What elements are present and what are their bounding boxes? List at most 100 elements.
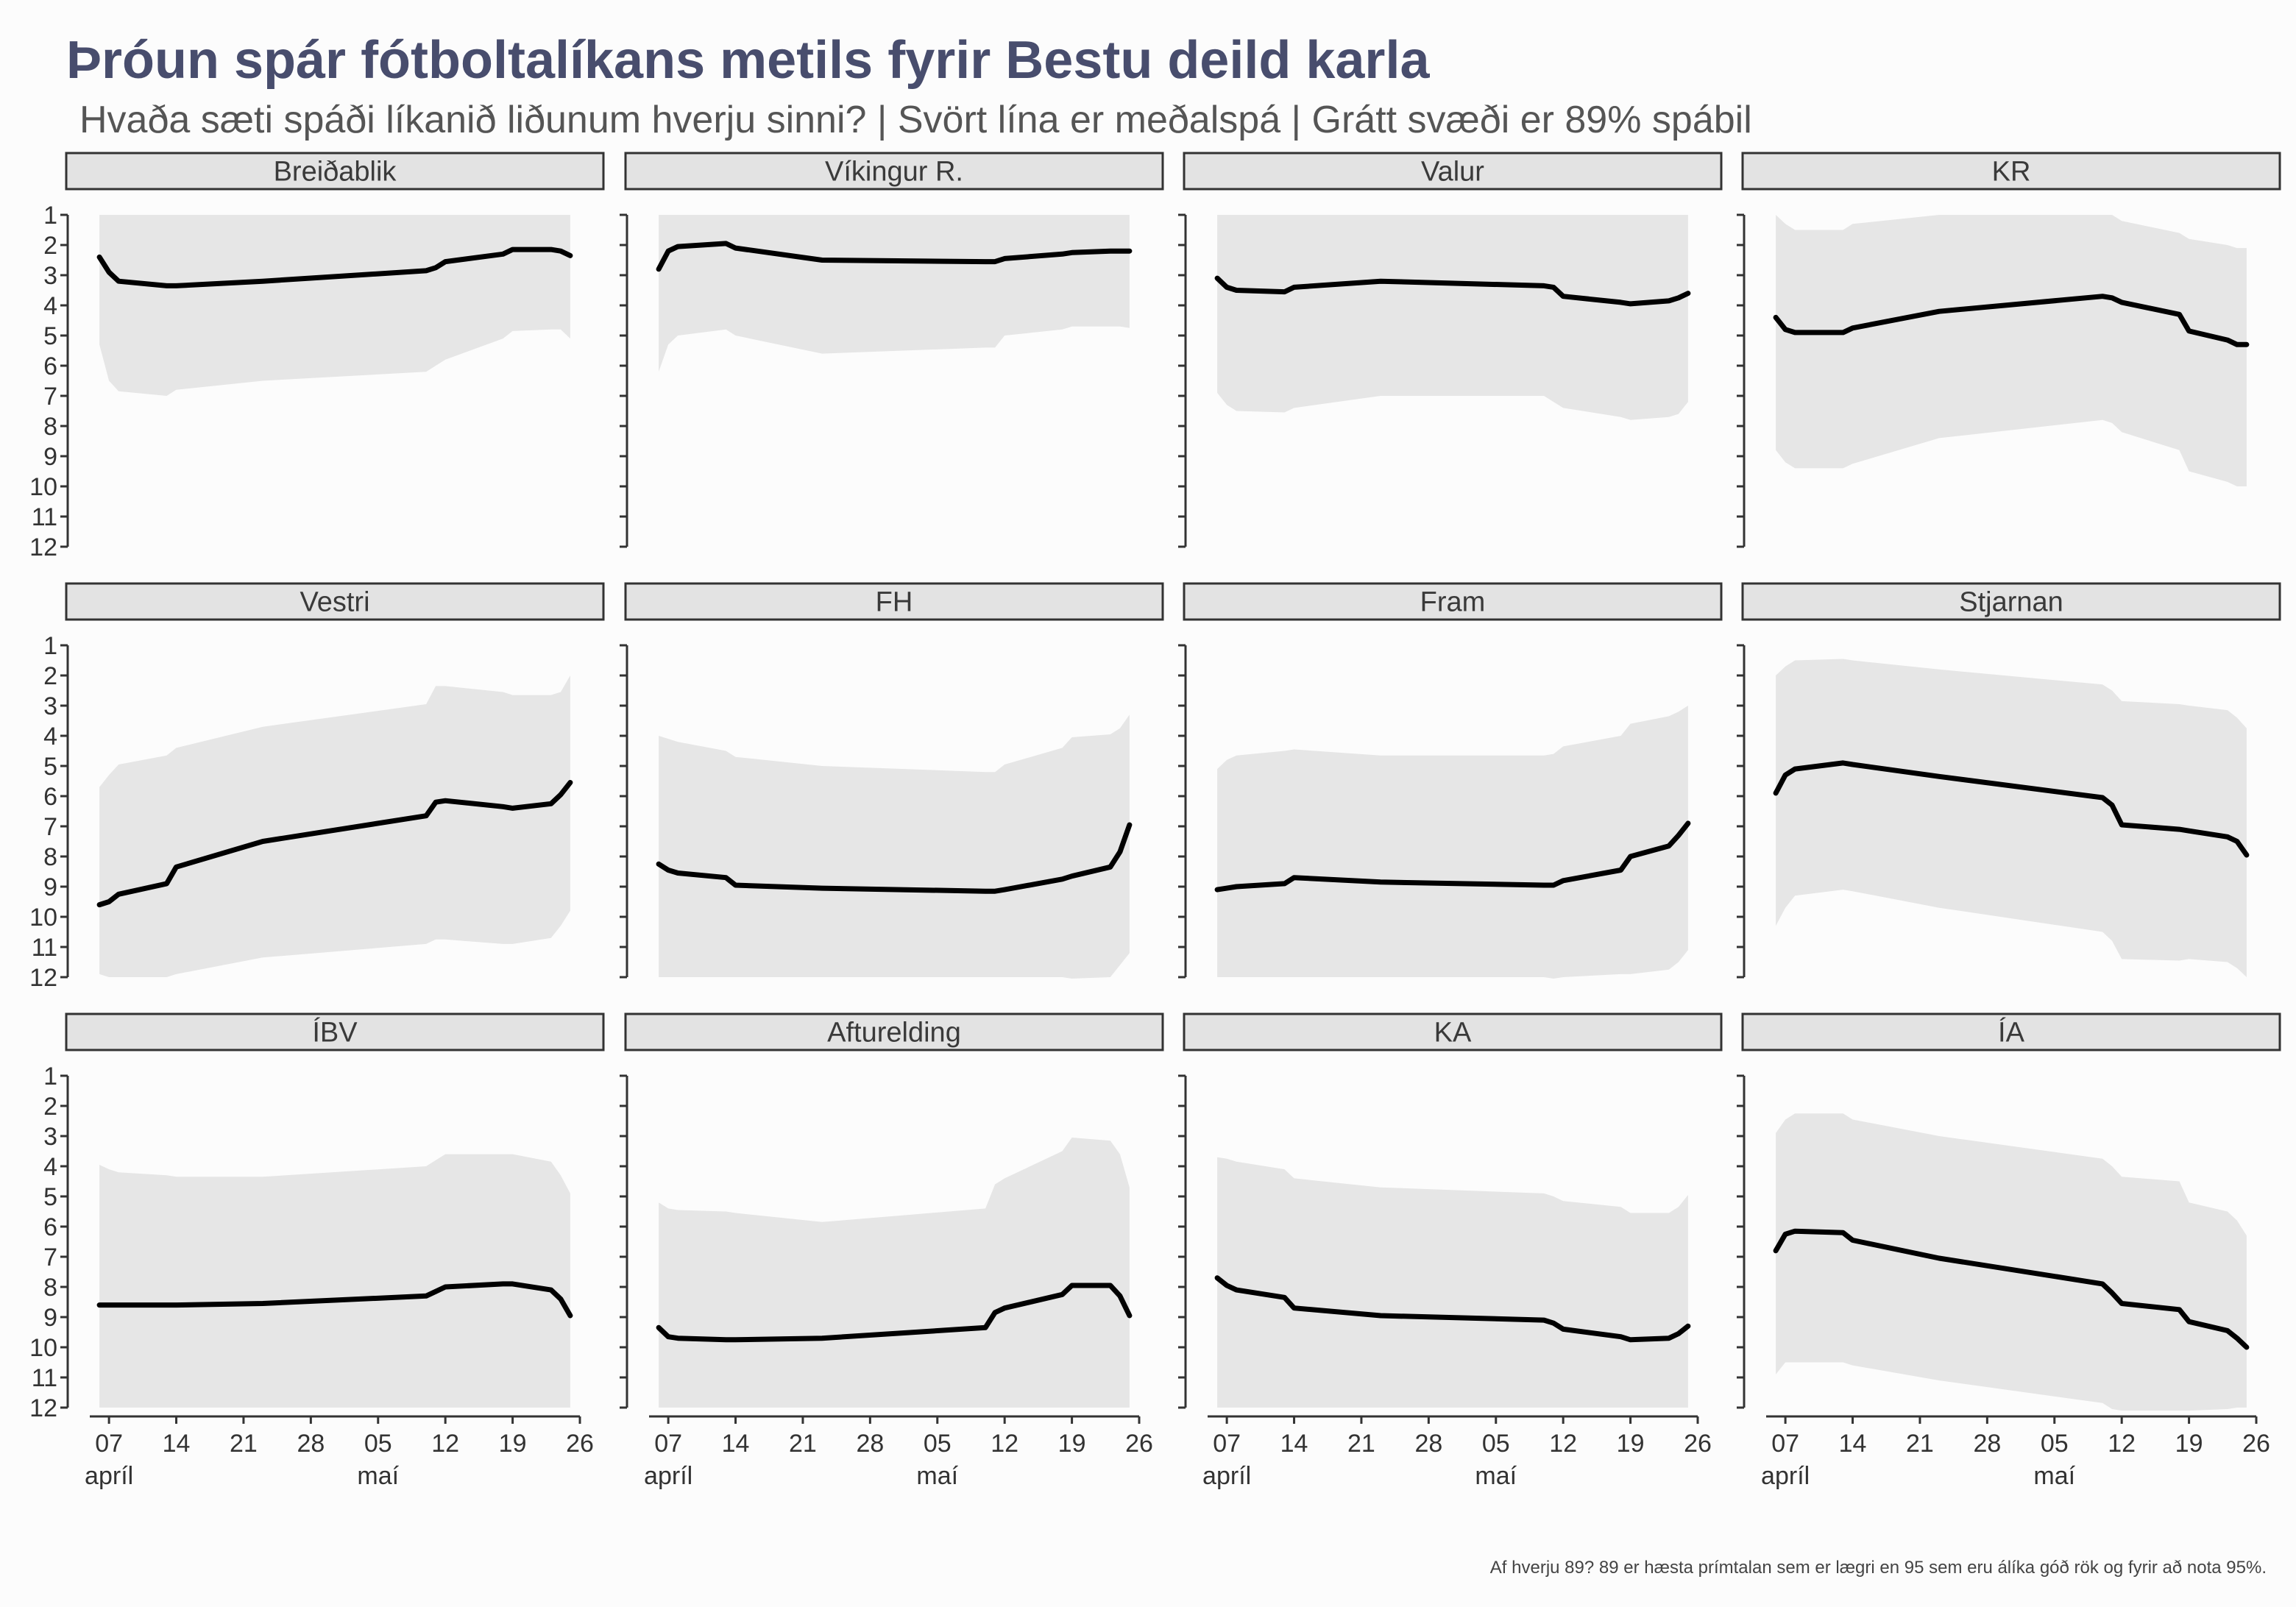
x-month-label: apríl: [1202, 1462, 1251, 1490]
x-tick-label: 14: [722, 1430, 750, 1458]
y-tick-label: 3: [43, 1123, 57, 1151]
strip-label: Breiðablik: [274, 157, 397, 188]
x-month-label: apríl: [644, 1462, 692, 1490]
x-tick-label: 26: [566, 1430, 594, 1458]
chart-caption: Af hverju 89? 89 er hæsta prímtalan sem …: [1490, 1558, 2267, 1578]
strip-background: [1183, 582, 1723, 621]
mean-prediction-line: [656, 241, 1133, 272]
x-tick-label: 12: [991, 1430, 1018, 1458]
x-tick-label: 12: [431, 1430, 459, 1458]
x-tick-label: 28: [1973, 1430, 2001, 1458]
chart-subtitle: Hvaða sæti spáði líkanið liðunum hverju …: [79, 99, 1752, 141]
x-tick-label: 14: [163, 1430, 191, 1458]
x-tick-label: 19: [499, 1430, 527, 1458]
facet-panel: KR: [1737, 152, 2281, 548]
mean-prediction-line: [96, 1281, 573, 1319]
y-tick-label: 9: [43, 1304, 57, 1332]
mean-prediction-line: [656, 1283, 1133, 1343]
facet-panel: Stjarnan: [1737, 582, 2281, 979]
x-tick-label: 05: [924, 1430, 952, 1458]
prediction-interval-band: [659, 1138, 1130, 1408]
y-tick-label: 6: [43, 1213, 57, 1241]
y-tick-label: 5: [43, 322, 57, 350]
prediction-interval-band: [1217, 215, 1688, 420]
y-tick-label: 10: [29, 904, 57, 932]
mean-prediction-line: [1773, 1228, 2250, 1350]
x-tick-label: 07: [654, 1430, 682, 1458]
prediction-interval-band: [659, 714, 1130, 979]
strip-label: KA: [1434, 1018, 1472, 1049]
y-tick-label: 1: [43, 202, 57, 230]
prediction-interval-band: [99, 675, 570, 977]
strip-background: [1741, 582, 2281, 621]
y-tick-label: 8: [43, 413, 57, 441]
y-tick-label: 11: [32, 503, 57, 531]
x-tick-label: 19: [1058, 1430, 1086, 1458]
strip-label: Vestri: [300, 587, 369, 618]
y-tick-label: 3: [43, 692, 57, 720]
strip-background: [624, 152, 1164, 191]
x-tick-label: 07: [1771, 1430, 1799, 1458]
strip-label: Afturelding: [827, 1018, 961, 1049]
chart-title: Þróun spár fótboltalíkans metils fyrir B…: [66, 31, 1430, 90]
x-tick-label: 19: [1617, 1430, 1645, 1458]
x-tick-label: 07: [95, 1430, 123, 1458]
y-tick-label: 6: [43, 783, 57, 811]
y-tick-label: 7: [43, 1244, 57, 1271]
mean-prediction-line: [96, 780, 573, 908]
strip-label: Valur: [1421, 157, 1484, 188]
facet-panel: Víkingur R.: [620, 152, 1164, 548]
facet-panel: KA 07 14 21 28 05 12 19 26 apríl maí: [1178, 1012, 1723, 1490]
facet-panel: Afturelding 07 14 21 28 05 12 19 26 apríl maí: [620, 1012, 1164, 1490]
prediction-interval-band: [1217, 706, 1688, 979]
y-tick-label: 12: [29, 964, 57, 992]
y-tick-label: 2: [43, 662, 57, 690]
x-tick-label: 21: [1906, 1430, 1934, 1458]
x-tick-label: 07: [1213, 1430, 1241, 1458]
y-tick-label: 11: [32, 934, 57, 962]
prediction-interval-band: [1776, 1113, 2247, 1411]
y-tick-label: 4: [43, 292, 57, 320]
prediction-interval-band: [659, 215, 1130, 372]
x-tick-label: 12: [2108, 1430, 2136, 1458]
prediction-interval-band: [99, 215, 570, 396]
strip-background: [1741, 1012, 2281, 1051]
y-tick-label: 4: [43, 1153, 57, 1181]
x-tick-label: 26: [1684, 1430, 1712, 1458]
y-tick-label: 9: [43, 443, 57, 471]
prediction-interval-band: [1217, 1157, 1688, 1408]
facet-panel: Fram: [1178, 582, 1723, 979]
y-tick-label: 3: [43, 262, 57, 290]
y-tick-label: 5: [43, 753, 57, 781]
x-tick-label: 05: [2041, 1430, 2069, 1458]
mean-prediction-line: [1773, 760, 2250, 858]
y-tick-label: 10: [29, 1334, 57, 1362]
strip-label: Víkingur R.: [825, 157, 963, 188]
y-tick-label: 12: [29, 1394, 57, 1422]
y-tick-label: 6: [43, 352, 57, 380]
x-tick-label: 26: [2242, 1430, 2270, 1458]
strip-background: [1183, 152, 1723, 191]
y-tick-label: 7: [43, 813, 57, 841]
strip-label: Fram: [1420, 587, 1486, 618]
x-tick-label: 19: [2175, 1430, 2203, 1458]
x-tick-label: 28: [297, 1430, 325, 1458]
x-month-label: maí: [916, 1462, 958, 1490]
strip-background: [65, 582, 605, 621]
strip-background: [1741, 152, 2281, 191]
strip-label: KR: [1992, 157, 2031, 188]
x-tick-label: 05: [364, 1430, 392, 1458]
mean-prediction-line: [1773, 294, 2250, 347]
y-tick-label: 7: [43, 383, 57, 411]
y-tick-label: 1: [43, 632, 57, 660]
y-tick-label: 12: [29, 533, 57, 561]
x-month-label: apríl: [1761, 1462, 1810, 1490]
strip-background: [624, 1012, 1164, 1051]
mean-prediction-line: [1214, 275, 1691, 307]
x-tick-label: 26: [1125, 1430, 1153, 1458]
